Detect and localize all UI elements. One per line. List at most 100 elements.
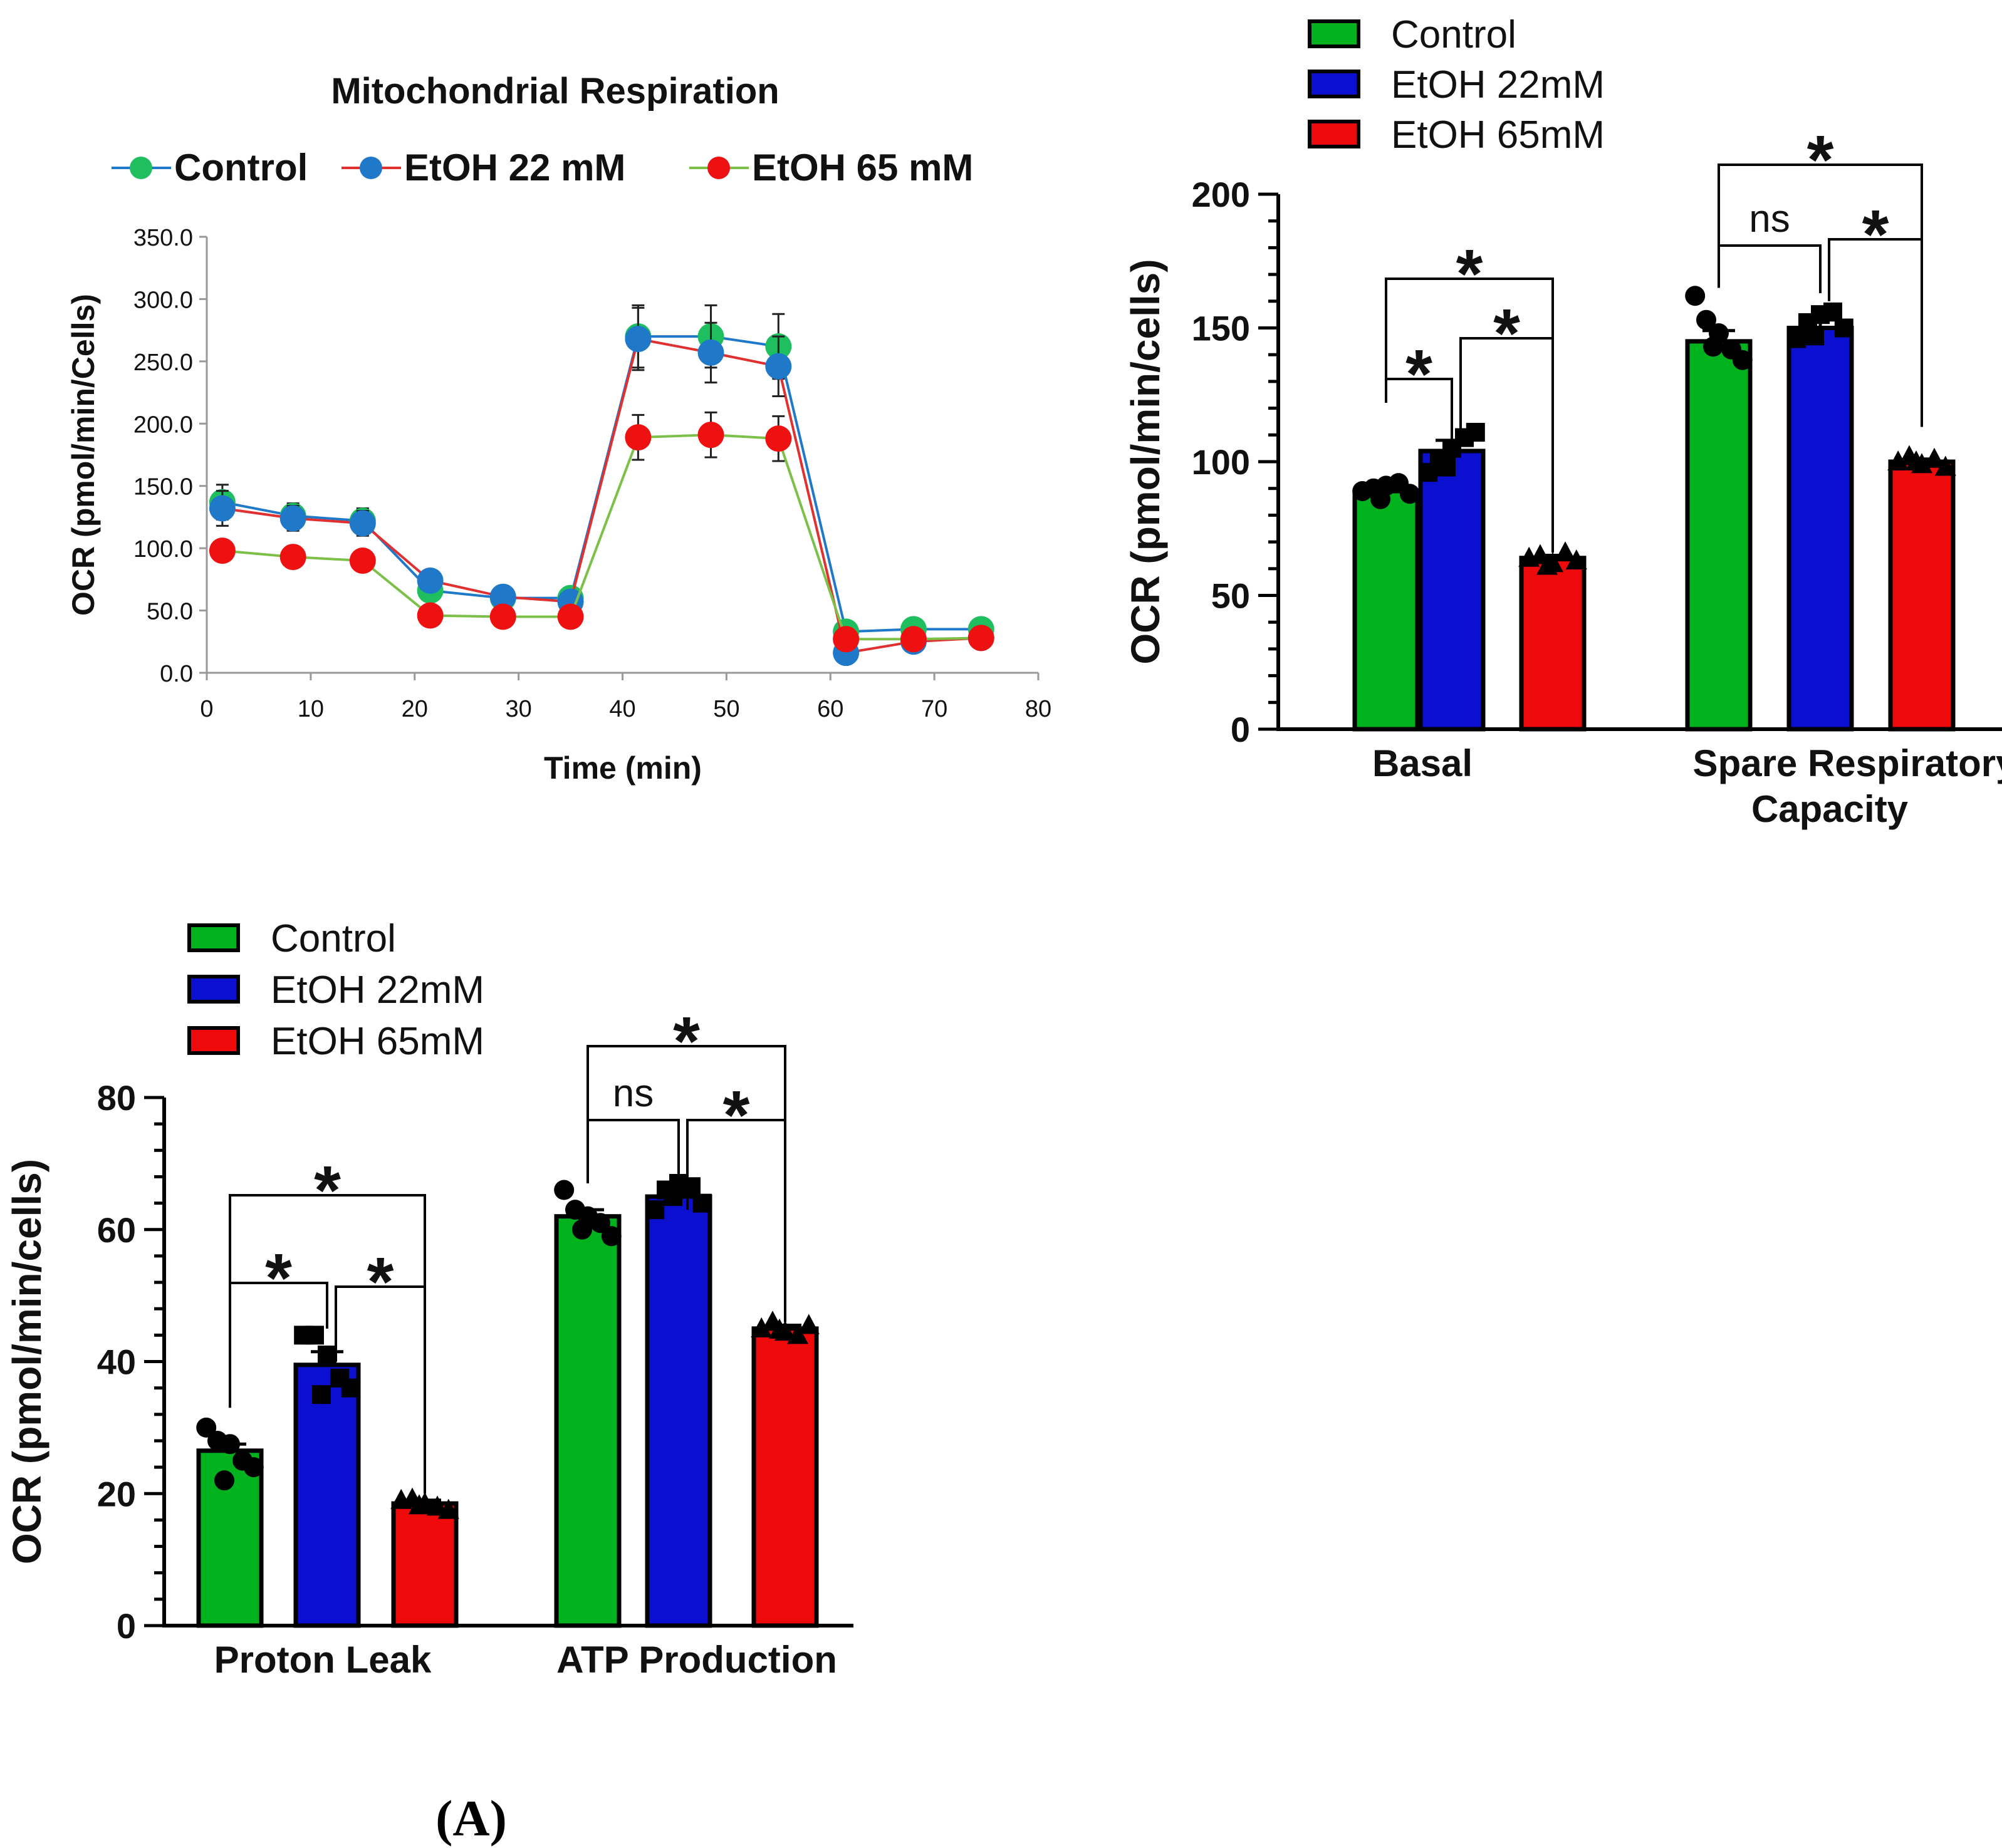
legend-entry-2: EtOH 65mM (1308, 113, 1605, 157)
bar (1685, 339, 1753, 732)
significance-label: ns (1749, 197, 1790, 241)
significance-label: * (367, 1243, 394, 1321)
bracket-line (1718, 244, 1822, 293)
x-tick-label: 50 (713, 696, 739, 722)
legend-label: Control (174, 147, 308, 189)
data-point (697, 422, 724, 449)
data-point (243, 1457, 264, 1478)
bar (391, 1501, 459, 1628)
bar (293, 1363, 361, 1628)
bar-group-1: ATP Production (554, 1173, 837, 1681)
significance-bracket: * (1459, 295, 1554, 553)
bar (645, 1194, 712, 1628)
data-point (625, 424, 652, 451)
bar (1352, 489, 1420, 732)
data-point (1685, 286, 1706, 306)
y-tick-label: 100.0 (133, 536, 193, 563)
x-axis-label: Time (min) (544, 750, 702, 786)
legend-label: EtOH 22mM (271, 968, 484, 1012)
significance-bracket: * (1385, 336, 1453, 451)
series-0 (209, 304, 994, 645)
legend-entry-2: EtOH 65 mM (689, 147, 973, 189)
significance-label: * (1862, 196, 1889, 273)
data-point (1823, 302, 1842, 321)
y-tick-label: 40 (97, 1342, 136, 1382)
legend-label: Control (1391, 13, 1516, 56)
data-point (417, 602, 444, 629)
significance-label: * (1405, 336, 1432, 413)
bar (751, 1326, 819, 1628)
data-point (601, 1226, 622, 1247)
data-point (682, 1177, 701, 1197)
y-axis-label: OCR (pmol/min/cells) (1123, 259, 1168, 664)
data-point (349, 548, 376, 574)
data-point (765, 425, 792, 452)
x-tick-label: 30 (505, 696, 531, 722)
data-point (220, 1434, 240, 1455)
x-tick-label: 10 (298, 696, 324, 722)
data-point (1703, 336, 1723, 357)
significance-label: ns (613, 1072, 654, 1115)
data-point (765, 353, 792, 380)
bar (554, 1214, 622, 1628)
y-tick-label: 250.0 (133, 350, 193, 376)
legend-entry-1: EtOH 22 mM (341, 147, 625, 189)
bracket-line (587, 1045, 786, 1322)
bar-group-0: Proton Leak (196, 1326, 459, 1681)
bar (1786, 326, 1854, 732)
significance-bracket: * (229, 1152, 426, 1494)
legend-entry-1: EtOH 22mM (1308, 63, 1605, 106)
y-tick-label: 50.0 (147, 599, 193, 625)
data-point (1732, 350, 1753, 370)
legend-swatch (1308, 70, 1360, 98)
group-label: Spare Respiratory (1693, 742, 2002, 784)
bracket-line (229, 1194, 426, 1494)
data-point (798, 1314, 820, 1334)
significance-label: * (673, 1003, 700, 1080)
legend-swatch (1308, 120, 1360, 148)
legend-swatch (1308, 19, 1360, 48)
legend-swatch (187, 975, 240, 1004)
data-point (1696, 309, 1716, 330)
bracket-line (587, 1119, 680, 1183)
legend-label: EtOH 22mM (1391, 63, 1605, 106)
data-point (279, 505, 306, 532)
bracket-line (1385, 278, 1554, 553)
group-label: Proton Leak (214, 1639, 432, 1681)
legend-swatch (187, 923, 240, 952)
data-point (209, 537, 236, 564)
data-point (1437, 457, 1456, 477)
x-tick-label: 80 (1025, 696, 1051, 722)
data-point (489, 583, 516, 610)
series-2 (209, 411, 994, 653)
data-point (1924, 447, 1945, 468)
data-point (1934, 455, 1956, 476)
legend-label: EtOH 65 mM (752, 147, 973, 189)
data-point (214, 1470, 234, 1491)
data-point (1555, 541, 1576, 562)
y-tick-label: 100 (1192, 442, 1250, 482)
data-point (787, 1324, 808, 1344)
bracket-line (1718, 164, 1923, 427)
legend-label: EtOH 22 mM (404, 147, 625, 189)
data-point (305, 1326, 324, 1345)
data-point (437, 1498, 459, 1519)
significance-label: * (265, 1240, 292, 1317)
bar-chart-proton-atp: Control EtOH 22mM EtOH 65mM 0 20 40 60 80 OCR (p… (4, 917, 853, 1681)
data-point (1565, 549, 1587, 569)
data-point (625, 326, 652, 353)
panel-label: (A) (435, 1790, 507, 1847)
bracket-line (1385, 378, 1453, 451)
x-tick-label: 20 (402, 696, 428, 722)
data-point (1787, 329, 1806, 348)
data-point (554, 1180, 575, 1200)
legend-label: EtOH 65mM (1391, 113, 1605, 157)
y-tick-label: 150 (1192, 309, 1250, 348)
series-line (222, 337, 981, 655)
legend-entry-0: Control (112, 147, 308, 189)
significance-label: * (1807, 122, 1834, 199)
data-point (557, 603, 584, 630)
line-chart: Mitochondrial Respiration Control EtOH 22 … (66, 71, 1051, 786)
data-point (645, 1200, 665, 1220)
